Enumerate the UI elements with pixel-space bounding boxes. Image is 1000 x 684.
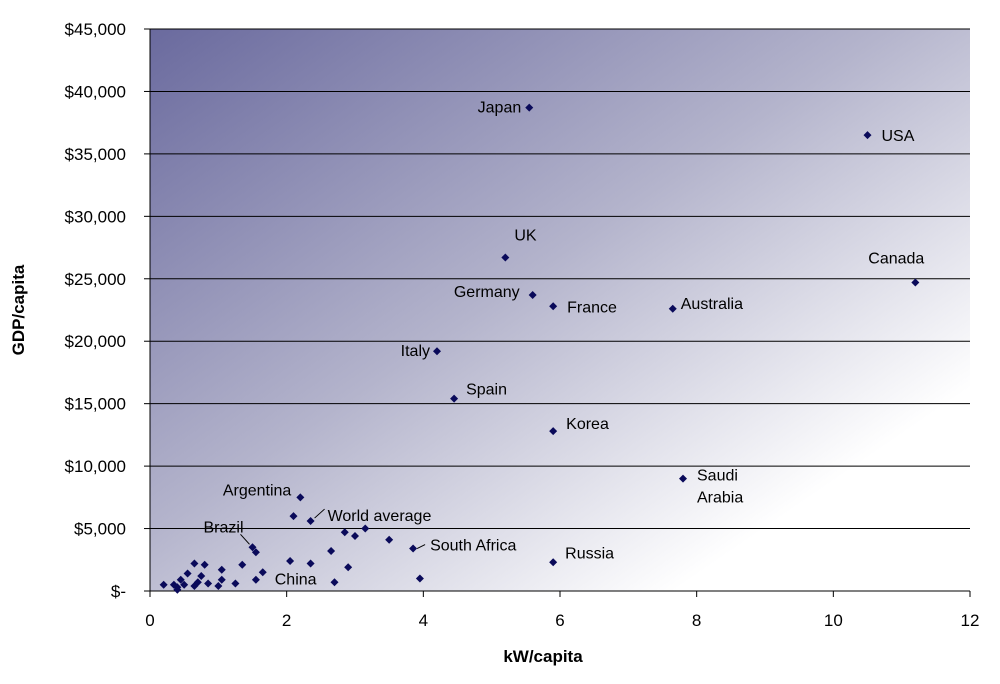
axes: $- $5,000 $10,000 $15,000 $20,000 $25,000 $30,…: [65, 20, 980, 630]
data-point: [450, 394, 459, 403]
data-point: [306, 517, 315, 526]
x-tick-label: 0: [145, 611, 154, 630]
leader-line: [314, 508, 325, 519]
data-point: [173, 585, 182, 594]
point-label-line: Arabia: [697, 490, 743, 507]
x-tick-label: 4: [419, 611, 428, 630]
y-tick-label: $30,000: [65, 207, 126, 226]
point-label: South Africa: [430, 538, 516, 555]
leader-line: [416, 544, 426, 549]
y-tick-label: $5,000: [74, 520, 126, 539]
data-point: [231, 579, 240, 588]
data-point: [501, 253, 510, 262]
point-label: Argentina: [223, 482, 292, 499]
point-labels: Japan USA UK Canada Germany France Australia It…: [203, 100, 924, 589]
data-point: [183, 569, 192, 578]
data-point: [180, 580, 189, 589]
data-point: [525, 103, 534, 112]
data-point: [306, 559, 315, 568]
y-tick-label: $40,000: [65, 82, 126, 101]
data-point: [549, 302, 558, 311]
data-point: [248, 543, 257, 552]
x-axis-title: kW/capita: [503, 647, 583, 666]
point-label: Korea: [566, 416, 609, 433]
x-tick-label: 2: [282, 611, 291, 630]
data-point: [385, 535, 394, 544]
data-point: [289, 512, 298, 521]
point-label: USA: [882, 128, 915, 145]
data-point: [344, 563, 353, 572]
y-tick-label: $25,000: [65, 270, 126, 289]
y-tick-label: $45,000: [65, 20, 126, 39]
data-points: [159, 103, 920, 594]
point-label: Japan: [478, 100, 522, 117]
data-point: [200, 560, 209, 569]
data-point: [217, 565, 226, 574]
data-point: [251, 548, 260, 557]
data-point: [296, 493, 305, 502]
x-tick-label: 6: [555, 611, 564, 630]
plot-area: [150, 29, 970, 591]
data-point: [679, 474, 687, 483]
data-point: [863, 131, 872, 140]
data-point: [330, 578, 339, 587]
data-point: [238, 560, 247, 569]
point-label: UK: [514, 228, 537, 245]
data-point: [258, 568, 267, 577]
data-point: [549, 427, 558, 436]
y-tick-label: $20,000: [65, 332, 126, 351]
point-label: Australia: [681, 296, 743, 313]
point-label: Germany: [454, 284, 520, 301]
y-tick-label: $-: [111, 582, 126, 601]
point-label: Brazil: [203, 519, 243, 536]
data-point: [668, 304, 677, 313]
data-point: [409, 544, 418, 553]
data-point: [911, 278, 920, 287]
data-point: [190, 559, 199, 568]
leader-line: [240, 533, 250, 545]
data-point: [197, 572, 206, 581]
point-label: Italy: [401, 343, 430, 360]
data-point: [351, 532, 359, 541]
point-label: Spain: [466, 382, 507, 399]
data-point: [415, 574, 424, 583]
data-point: [169, 580, 178, 589]
y-tick-label: $35,000: [65, 145, 126, 164]
point-label-line: Saudi: [697, 468, 738, 485]
data-point: [190, 582, 199, 591]
x-tick-label: 10: [824, 611, 843, 630]
data-point: [327, 547, 336, 556]
data-point: [549, 558, 558, 567]
data-point: [217, 575, 226, 584]
data-point: [214, 582, 223, 591]
data-point: [433, 347, 441, 356]
point-label: China: [275, 571, 317, 588]
point-label: World average: [328, 508, 432, 525]
y-axis-title: GDP/capita: [9, 264, 28, 355]
data-point: [528, 291, 537, 300]
data-point: [361, 524, 370, 533]
point-label: Russia: [565, 545, 614, 562]
data-point: [251, 575, 260, 584]
data-point: [176, 575, 185, 584]
data-point: [286, 557, 295, 566]
data-point: [204, 579, 213, 588]
y-tick-label: $15,000: [65, 395, 126, 414]
gridlines: [150, 28, 970, 530]
point-label: Saudi Arabia: [697, 468, 743, 507]
x-tick-label: 8: [692, 611, 701, 630]
x-tick-label: 12: [961, 611, 980, 630]
data-point: [340, 528, 349, 537]
y-tick-label: $10,000: [65, 457, 126, 476]
point-label: France: [567, 299, 617, 316]
data-point: [159, 580, 168, 589]
point-label: Canada: [868, 251, 924, 268]
